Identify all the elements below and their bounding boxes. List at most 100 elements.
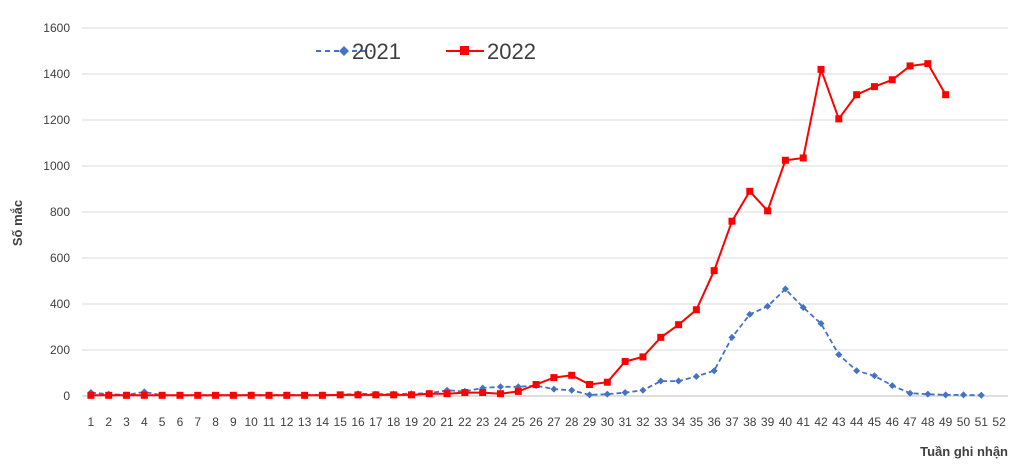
x-tick-label: 37 <box>725 415 739 429</box>
x-tick-label: 4 <box>141 415 148 429</box>
series-2022 <box>87 60 950 399</box>
data-point-2022 <box>354 391 362 399</box>
x-tick-label: 34 <box>672 415 686 429</box>
x-tick-label: 31 <box>618 415 632 429</box>
x-tick-label: 18 <box>387 415 401 429</box>
data-point-2022 <box>675 321 683 329</box>
x-tick-label: 10 <box>244 415 258 429</box>
data-point-2022 <box>229 391 237 399</box>
y-tick-label: 1200 <box>43 113 70 127</box>
data-point-2021 <box>870 372 878 380</box>
x-tick-label: 32 <box>636 415 650 429</box>
x-tick-label: 19 <box>405 415 419 429</box>
data-point-2022 <box>496 390 504 398</box>
x-tick-label: 26 <box>529 415 543 429</box>
data-point-2022 <box>835 115 843 123</box>
data-point-2022 <box>301 391 309 399</box>
data-point-2022 <box>746 187 754 195</box>
data-point-2022 <box>870 83 878 91</box>
x-tick-label: 45 <box>868 415 882 429</box>
x-tick-label: 40 <box>779 415 793 429</box>
x-tick-label: 50 <box>957 415 971 429</box>
data-point-2021 <box>603 390 611 398</box>
series-line-2021 <box>90 287 982 397</box>
x-tick-label: 2 <box>105 415 112 429</box>
y-axis-title: Số mắc <box>10 200 25 246</box>
legend-label-2022: 2022 <box>487 39 536 64</box>
x-tick-label: 49 <box>939 415 953 429</box>
data-point-2022 <box>461 389 469 397</box>
x-tick-label: 5 <box>159 415 166 429</box>
x-tick-label: 35 <box>690 415 704 429</box>
x-tick-label: 14 <box>316 415 330 429</box>
x-tick-label: 36 <box>707 415 721 429</box>
data-point-2021 <box>728 333 736 341</box>
series-line-2022 <box>90 62 947 397</box>
data-point-2022 <box>123 391 131 399</box>
data-point-2022 <box>942 91 950 99</box>
data-point-2021 <box>817 320 825 328</box>
data-point-2022 <box>781 156 789 164</box>
x-tick-label: 28 <box>565 415 579 429</box>
data-point-2022 <box>479 389 487 397</box>
legend-marker-2021 <box>339 46 349 56</box>
x-tick-label: 6 <box>177 415 184 429</box>
x-tick-label: 41 <box>797 415 811 429</box>
y-tick-label: 400 <box>50 297 70 311</box>
data-point-2022 <box>176 391 184 399</box>
data-point-2022 <box>87 391 95 399</box>
x-tick-label: 3 <box>123 415 130 429</box>
data-point-2022 <box>212 391 220 399</box>
y-tick-label: 1400 <box>43 67 70 81</box>
x-tick-label: 21 <box>440 415 454 429</box>
x-tick-label: 7 <box>194 415 201 429</box>
data-point-2022 <box>764 207 772 215</box>
data-point-2022 <box>603 378 611 386</box>
x-tick-label: 20 <box>423 415 437 429</box>
data-point-2022 <box>728 217 736 225</box>
data-point-2021 <box>746 310 754 318</box>
y-tick-label: 600 <box>50 251 70 265</box>
y-tick-label: 1000 <box>43 159 70 173</box>
legend-marker-2022 <box>460 46 469 55</box>
legend-item-2022: 2022 <box>446 39 536 64</box>
data-point-2021 <box>906 389 914 397</box>
data-point-2022 <box>621 358 629 365</box>
series-layer <box>87 60 985 399</box>
x-tick-label: 44 <box>850 415 864 429</box>
data-point-2021 <box>853 367 861 375</box>
data-point-2021 <box>586 391 594 399</box>
x-tick-label: 43 <box>832 415 846 429</box>
x-axis-ticks: 1 2 3 4 5 6 7 8 9 10 11 12 13 14 15 16 17 18 19 20 21 22 23 24 2… <box>88 415 1007 429</box>
data-point-2021 <box>942 391 950 399</box>
data-point-2021 <box>799 303 807 311</box>
legend-label-2021: 2021 <box>352 39 401 64</box>
x-tick-label: 27 <box>547 415 561 429</box>
x-tick-label: 13 <box>298 415 312 429</box>
x-tick-label: 24 <box>494 415 508 429</box>
data-point-2021 <box>959 391 967 399</box>
data-point-2021 <box>550 385 558 393</box>
x-tick-label: 38 <box>743 415 757 429</box>
legend-item-2021: 2021 <box>316 39 401 64</box>
data-point-2022 <box>247 391 255 399</box>
x-tick-label: 15 <box>334 415 348 429</box>
data-point-2022 <box>265 391 273 399</box>
data-point-2022 <box>372 391 380 399</box>
x-tick-label: 22 <box>458 415 472 429</box>
data-point-2022 <box>924 60 932 68</box>
data-point-2022 <box>639 353 647 361</box>
x-tick-label: 29 <box>583 415 597 429</box>
data-point-2022 <box>550 374 558 382</box>
x-tick-label: 25 <box>512 415 526 429</box>
data-point-2022 <box>657 333 665 341</box>
data-point-2021 <box>781 285 789 293</box>
data-point-2022 <box>514 387 522 395</box>
x-tick-label: 33 <box>654 415 668 429</box>
data-point-2022 <box>586 381 594 388</box>
data-point-2022 <box>888 76 896 84</box>
data-point-2022 <box>710 267 718 275</box>
x-tick-label: 42 <box>814 415 828 429</box>
x-tick-label: 39 <box>761 415 775 429</box>
x-tick-label: 12 <box>280 415 294 429</box>
